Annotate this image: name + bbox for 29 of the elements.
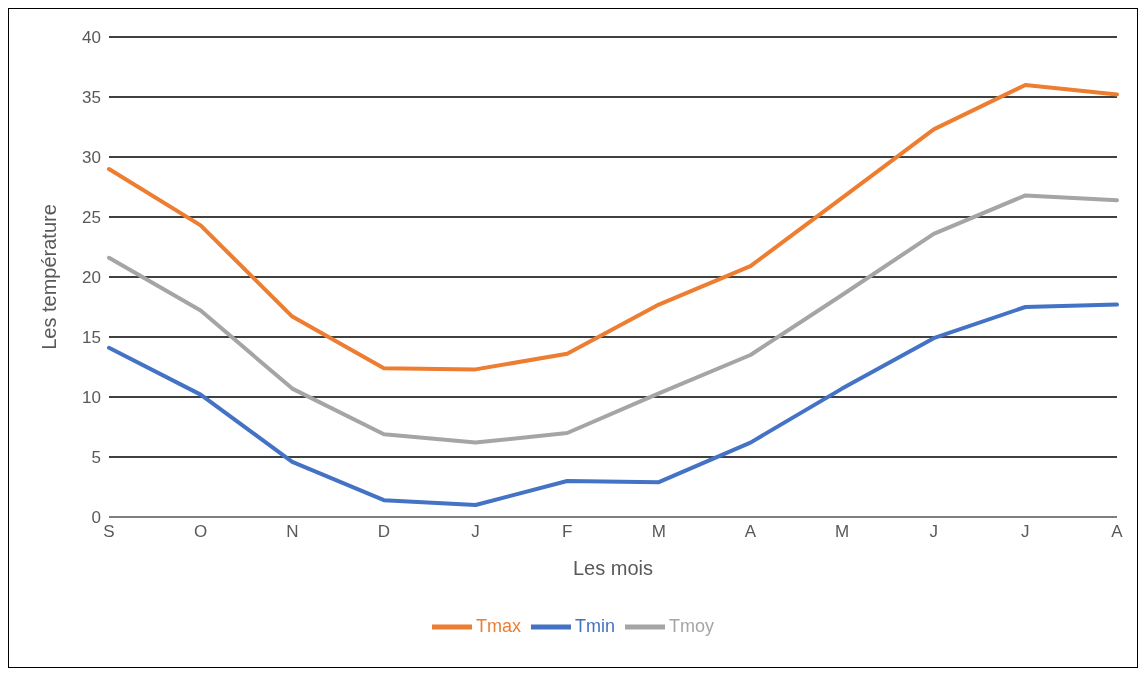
x-tick-label: J [471, 522, 480, 542]
x-tick-label: M [651, 522, 666, 542]
y-tick-label: 35 [82, 88, 101, 108]
y-tick-label: 25 [82, 208, 101, 228]
line-series [107, 302, 1119, 507]
y-tick-label: 20 [82, 268, 101, 288]
line-series [107, 193, 1119, 445]
x-tick-label: F [561, 522, 573, 542]
x-tick-label: J [1021, 522, 1030, 542]
x-tick-label: N [286, 522, 299, 542]
y-tick-label: 15 [82, 328, 101, 348]
x-tick-label: M [835, 522, 850, 542]
y-tick-label: 0 [91, 508, 101, 528]
legend-label: Tmax [476, 615, 521, 636]
y-tick-label: 5 [91, 448, 101, 468]
legend-label: Tmoy [669, 615, 714, 636]
x-tick-label: A [744, 522, 757, 542]
x-tick-label: S [103, 522, 115, 542]
y-tick-label: 40 [82, 28, 101, 48]
y-tick-label: 10 [82, 388, 101, 408]
x-tick-label: D [377, 522, 391, 542]
y-axis-title: Les température [38, 204, 61, 350]
x-tick-label: O [194, 522, 208, 542]
line-series [107, 83, 1119, 372]
x-tick-label: J [929, 522, 938, 542]
x-tick-label: A [1111, 522, 1124, 542]
y-tick-label: 30 [82, 148, 101, 168]
legend-label: Tmin [575, 615, 615, 636]
x-axis-title: Les mois [572, 557, 654, 579]
